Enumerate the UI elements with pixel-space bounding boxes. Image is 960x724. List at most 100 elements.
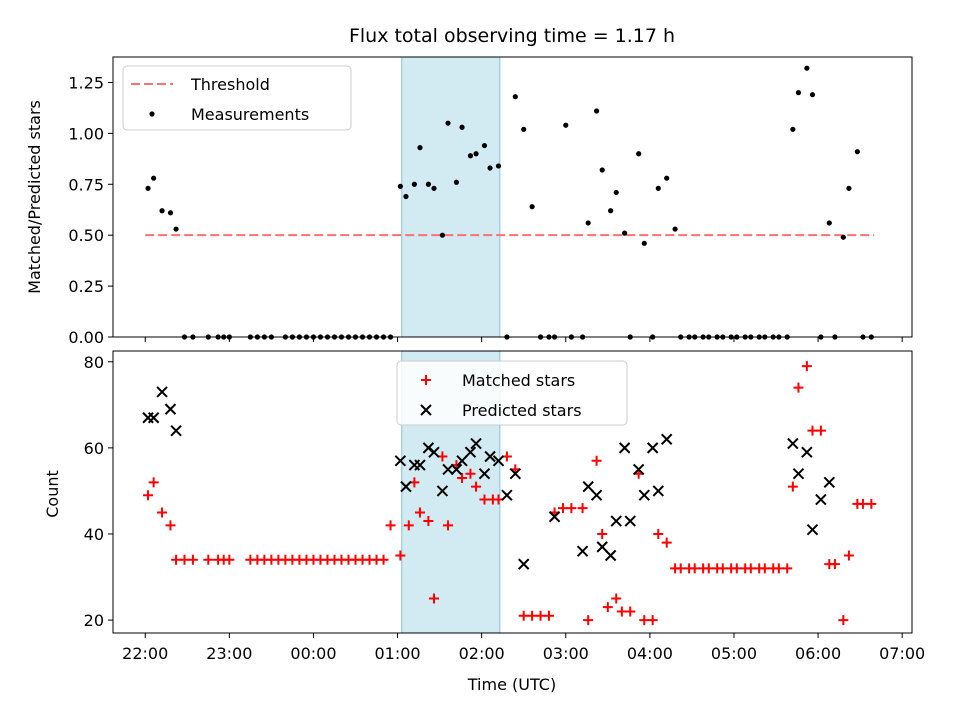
matched-star-point	[843, 550, 854, 561]
x-tick-label: 04:00	[627, 644, 673, 663]
matched-star-point	[179, 554, 190, 565]
measurement-point	[445, 120, 451, 126]
legend-measurements-swatch	[149, 111, 155, 117]
predicted-star-point	[646, 442, 659, 454]
predicted-star-point	[610, 515, 622, 527]
measurement-point	[459, 124, 465, 130]
x-tick-label: 06:00	[795, 644, 841, 663]
measurement-point	[173, 226, 179, 232]
matched-star-point	[745, 563, 756, 574]
measurement-point	[854, 149, 860, 155]
matched-star-point	[857, 498, 868, 509]
predicted-star-point	[478, 467, 491, 480]
top-legend	[122, 65, 352, 131]
measurement-point	[809, 92, 816, 98]
measurement-point	[804, 65, 810, 71]
measurement-point	[145, 185, 151, 191]
matched-star-point	[566, 503, 577, 514]
matched-star-point	[157, 507, 168, 518]
matched-star-point	[717, 563, 728, 574]
matched-star-point	[395, 550, 406, 561]
matched-star-point	[479, 494, 490, 505]
matched-star-point	[457, 473, 468, 484]
measurement-point	[473, 151, 479, 157]
top-y-tick-label: 0.75	[68, 175, 104, 194]
predicted-star-point	[436, 485, 449, 497]
matched-star-point	[465, 468, 476, 479]
predicted-star-point	[484, 450, 496, 463]
matched-star-point	[829, 559, 840, 570]
matched-star-point	[807, 425, 818, 436]
matched-star-point	[591, 455, 602, 466]
bottom-legend	[396, 360, 628, 426]
matched-star-point	[171, 554, 182, 565]
measurement-point	[481, 142, 488, 149]
matched-star-point	[443, 520, 454, 531]
top-y-tick-label: 0.25	[68, 277, 104, 296]
matched-star-point	[647, 615, 658, 626]
matched-star-point	[165, 520, 176, 531]
measurement-point	[495, 163, 502, 169]
legend-measurements-label: Measurements	[191, 105, 309, 124]
x-tick-label: 01:00	[375, 644, 421, 663]
measurement-point	[159, 208, 165, 214]
matched-star-point	[143, 490, 154, 501]
measurement-point	[167, 210, 174, 216]
predicted-star-point	[394, 455, 407, 467]
legend-predicted-label: Predicted stars	[462, 401, 582, 420]
x-tick-label: 05:00	[711, 644, 757, 663]
x-tick-label: 07:00	[879, 644, 925, 663]
predicted-star-point	[518, 558, 530, 570]
measurement-point	[467, 153, 474, 159]
predicted-star-point	[428, 446, 440, 458]
matched-star-point	[471, 481, 482, 492]
bottom-y-tick-label: 80	[84, 353, 104, 372]
matched-star-point	[689, 563, 700, 574]
x-tick-label: 22:00	[122, 644, 168, 663]
predicted-star-point	[624, 515, 636, 527]
matched-star-point	[602, 602, 613, 613]
predicted-star-point	[792, 467, 805, 480]
x-axis-label: Time (UTC)	[467, 675, 556, 694]
predicted-star-point	[618, 442, 631, 454]
matched-star-point	[385, 520, 396, 531]
matched-star-point	[616, 606, 627, 617]
matched-star-point	[148, 477, 159, 488]
predicted-star-point	[823, 476, 836, 489]
measurement-point	[608, 208, 614, 214]
predicted-star-point	[470, 437, 482, 450]
matched-star-point	[203, 554, 214, 565]
measurement-point	[453, 179, 460, 185]
measurement-point	[439, 232, 446, 238]
x-tick-label: 00:00	[290, 644, 336, 663]
measurement-point	[417, 145, 423, 151]
predicted-star-point	[548, 511, 561, 523]
bottom-y-tick-label: 60	[84, 439, 104, 458]
measurement-point	[790, 126, 796, 132]
measurement-point	[636, 151, 642, 157]
measurement-point	[529, 204, 535, 210]
measurement-point	[599, 167, 605, 173]
predicted-star-point	[170, 424, 182, 437]
top-y-tick-label: 0.50	[68, 226, 104, 245]
measurement-point	[840, 234, 846, 240]
legend-matched-label: Matched stars	[462, 371, 575, 390]
predicted-star-point	[492, 455, 505, 467]
top-panel: 0.00 0.25 0.50 0.75 1.00 1.25 Threshold Measure…	[68, 56, 913, 347]
matched-star-point	[801, 361, 812, 372]
predicted-star-point	[147, 412, 160, 424]
measurement-point	[664, 175, 670, 181]
bottom-axes-frame	[112, 350, 913, 634]
matched-star-point	[625, 606, 636, 617]
matched-star-point	[527, 610, 538, 621]
predicted-star-point	[464, 446, 477, 458]
predicted-star-point	[596, 541, 608, 553]
predicted-star-point	[815, 493, 827, 506]
matched-star-point	[815, 425, 826, 436]
matched-star-point	[518, 610, 529, 621]
measurement-point	[487, 165, 493, 171]
measurement-point	[563, 122, 569, 128]
predicted-star-point	[509, 467, 522, 480]
matched-star-point	[675, 563, 686, 574]
matched-star-point	[787, 481, 798, 492]
